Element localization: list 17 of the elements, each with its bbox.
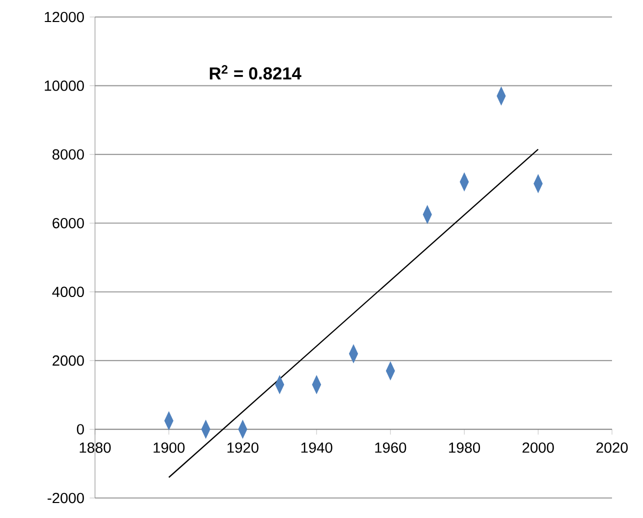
y-tick-label: -2000 — [48, 492, 84, 504]
y-tick-label: 4000 — [52, 286, 84, 298]
x-tick-label: 1920 — [228, 442, 258, 453]
annotation: R$^{2}$ = 0.8214 — [210, 65, 302, 80]
y-tick-label: 6000 — [52, 218, 84, 228]
x-tick-label: 1880 — [80, 442, 111, 453]
x-tick-label: 1900 — [154, 442, 185, 453]
y-tick-label: 8000 — [52, 149, 84, 160]
x-tick-label: 1960 — [375, 442, 406, 453]
x-tick-label: 1940 — [301, 442, 332, 453]
y-tick-label: 10000 — [44, 80, 84, 91]
x-tick-label: 2000 — [522, 442, 554, 453]
y-tick-label: 0 — [76, 424, 84, 434]
y-tick-label: 2000 — [52, 355, 84, 366]
x-tick-label: 2020 — [596, 442, 628, 453]
x-tick-label: 1980 — [449, 442, 480, 453]
y-tick-label: 12000 — [44, 12, 84, 22]
